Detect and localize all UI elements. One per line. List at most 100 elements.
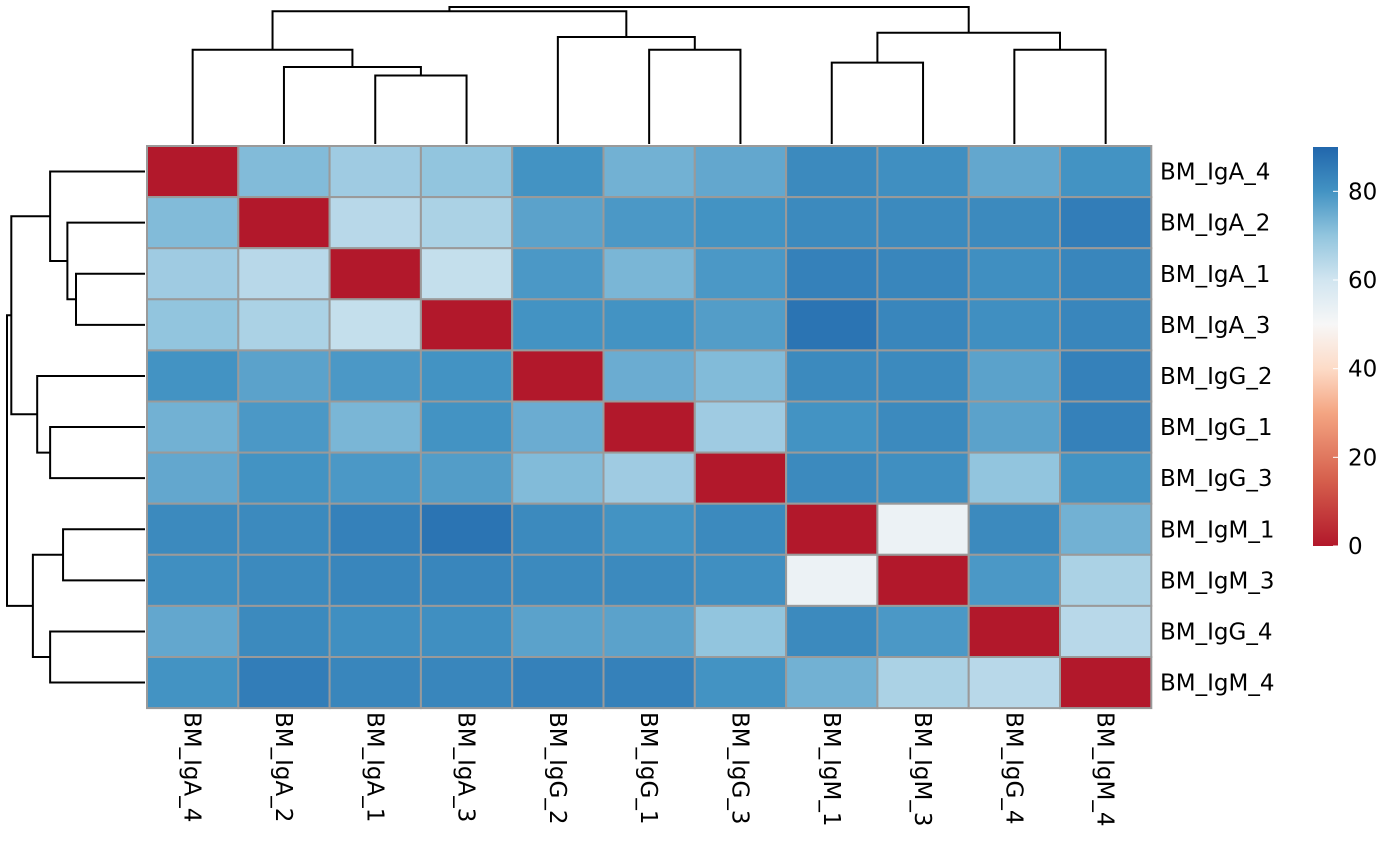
- row-label: BM_IgG_2: [1160, 364, 1272, 390]
- heatmap-cell: [785, 247, 879, 301]
- legend-tick-label: 60: [1348, 268, 1377, 294]
- row-label: BM_IgM_4: [1160, 671, 1274, 697]
- heatmap-cells: [146, 145, 1153, 710]
- heatmap-cell: [146, 604, 240, 659]
- color-legend-ticks: 0 20 40 60 80: [1333, 179, 1377, 560]
- dendrogram-branch: [374, 74, 468, 144]
- heatmap-cell: [511, 604, 605, 659]
- heatmap-cell: [1059, 145, 1153, 199]
- column-label: BM_IgG_3: [726, 712, 752, 824]
- heatmap-cell: [967, 196, 1062, 250]
- heatmap-cell: [602, 196, 696, 250]
- heatmap-cell: [693, 451, 788, 505]
- heatmap-cell: [876, 349, 970, 403]
- heatmap-cell: [1059, 502, 1153, 556]
- heatmap-cell: [967, 553, 1062, 607]
- heatmap-cell: [419, 349, 514, 403]
- heatmap-cell: [1059, 400, 1153, 454]
- heatmap-cell: [876, 604, 970, 659]
- column-labels: BM_IgA_4 BM_IgA_2 BM_IgA_1 BM_IgA_3 BM_IgG_2…: [179, 712, 1118, 826]
- heatmap-cell: [237, 349, 331, 403]
- column-label: BM_IgM_3: [909, 712, 935, 826]
- heatmap-cell: [967, 247, 1062, 301]
- heatmap-cell: [693, 553, 788, 607]
- heatmap-cell: [511, 451, 605, 505]
- heatmap-cell: [602, 502, 696, 556]
- heatmap-cell: [237, 145, 331, 199]
- heatmap-cell: [146, 553, 240, 607]
- dendrogram-branch: [49, 426, 145, 480]
- heatmap-cell: [1059, 247, 1153, 301]
- heatmap-cell: [328, 247, 422, 301]
- heatmap-cell: [1059, 656, 1153, 710]
- heatmap-cell: [511, 196, 605, 250]
- heatmap-cell: [876, 656, 970, 710]
- heatmap-cell: [237, 604, 331, 659]
- heatmap-cell: [602, 145, 696, 199]
- row-label: BM_IgM_3: [1160, 568, 1274, 594]
- heatmap-cell: [967, 451, 1062, 505]
- heatmap-cell: [328, 553, 422, 607]
- dendrogram-branch: [31, 553, 64, 658]
- dendrogram-branch: [1013, 48, 1107, 144]
- heatmap-cell: [785, 604, 879, 659]
- dendrogram-branch: [36, 374, 145, 454]
- heatmap-cell: [328, 349, 422, 403]
- heatmap-cell: [146, 247, 240, 301]
- row-label: BM_IgA_2: [1160, 211, 1270, 237]
- heatmap-cell: [237, 502, 331, 556]
- heatmap-cell: [876, 400, 970, 454]
- dendrogram-branch: [830, 61, 925, 144]
- heatmap-cell: [237, 247, 331, 301]
- column-dendrogram: [191, 6, 1107, 144]
- heatmap-cell: [602, 451, 696, 505]
- heatmap-cell: [967, 145, 1062, 199]
- dendrogram-branch: [66, 221, 145, 301]
- row-label: BM_IgG_1: [1160, 415, 1272, 441]
- heatmap-cell: [237, 196, 331, 250]
- column-label: BM_IgA_3: [453, 712, 479, 822]
- heatmap-cell: [967, 604, 1062, 659]
- column-label: BM_IgM_1: [818, 712, 844, 826]
- heatmap-cell: [693, 349, 788, 403]
- heatmap-cell: [967, 502, 1062, 556]
- heatmap-cell: [419, 451, 514, 505]
- column-label: BM_IgA_2: [270, 712, 296, 822]
- row-label: BM_IgG_3: [1160, 466, 1272, 492]
- heatmap-cell: [876, 247, 970, 301]
- heatmap-cell: [693, 400, 788, 454]
- heatmap-cell: [1059, 298, 1153, 352]
- heatmap-cell: [693, 656, 788, 710]
- row-labels: BM_IgA_4 BM_IgA_2 BM_IgA_1 BM_IgA_3 BM_IgG_2…: [1160, 160, 1274, 697]
- row-label: BM_IgA_3: [1160, 313, 1270, 339]
- heatmap-cell: [876, 145, 970, 199]
- heatmap-cell: [146, 145, 240, 199]
- heatmap-cell: [237, 451, 331, 505]
- heatmap-cell: [785, 145, 879, 199]
- dendrogram-branch: [75, 272, 145, 326]
- heatmap-cell: [1059, 553, 1153, 607]
- heatmap-cell: [237, 656, 331, 710]
- heatmap-cell: [146, 502, 240, 556]
- heatmap-cell: [146, 298, 240, 352]
- heatmap-cell: [146, 400, 240, 454]
- heatmap-cell: [419, 604, 514, 659]
- heatmap-cell: [967, 400, 1062, 454]
- color-legend-bar: [1313, 147, 1338, 546]
- heatmap-cell: [511, 298, 605, 352]
- dendrogram-branch: [49, 170, 145, 262]
- legend-tick-label: 0: [1348, 534, 1363, 560]
- color-legend: 0 20 40 60 80: [1313, 147, 1377, 560]
- heatmap-cell: [602, 553, 696, 607]
- row-label: BM_IgG_4: [1160, 619, 1272, 645]
- heatmap-cell: [237, 553, 331, 607]
- heatmap-cell: [1059, 349, 1153, 403]
- heatmap-cell: [1059, 196, 1153, 250]
- heatmap-cell: [511, 656, 605, 710]
- heatmap-cell: [602, 298, 696, 352]
- dendrogram-branch: [448, 6, 970, 33]
- heatmap-cell: [511, 247, 605, 301]
- heatmap-cell: [785, 298, 879, 352]
- heatmap-cell: [419, 247, 514, 301]
